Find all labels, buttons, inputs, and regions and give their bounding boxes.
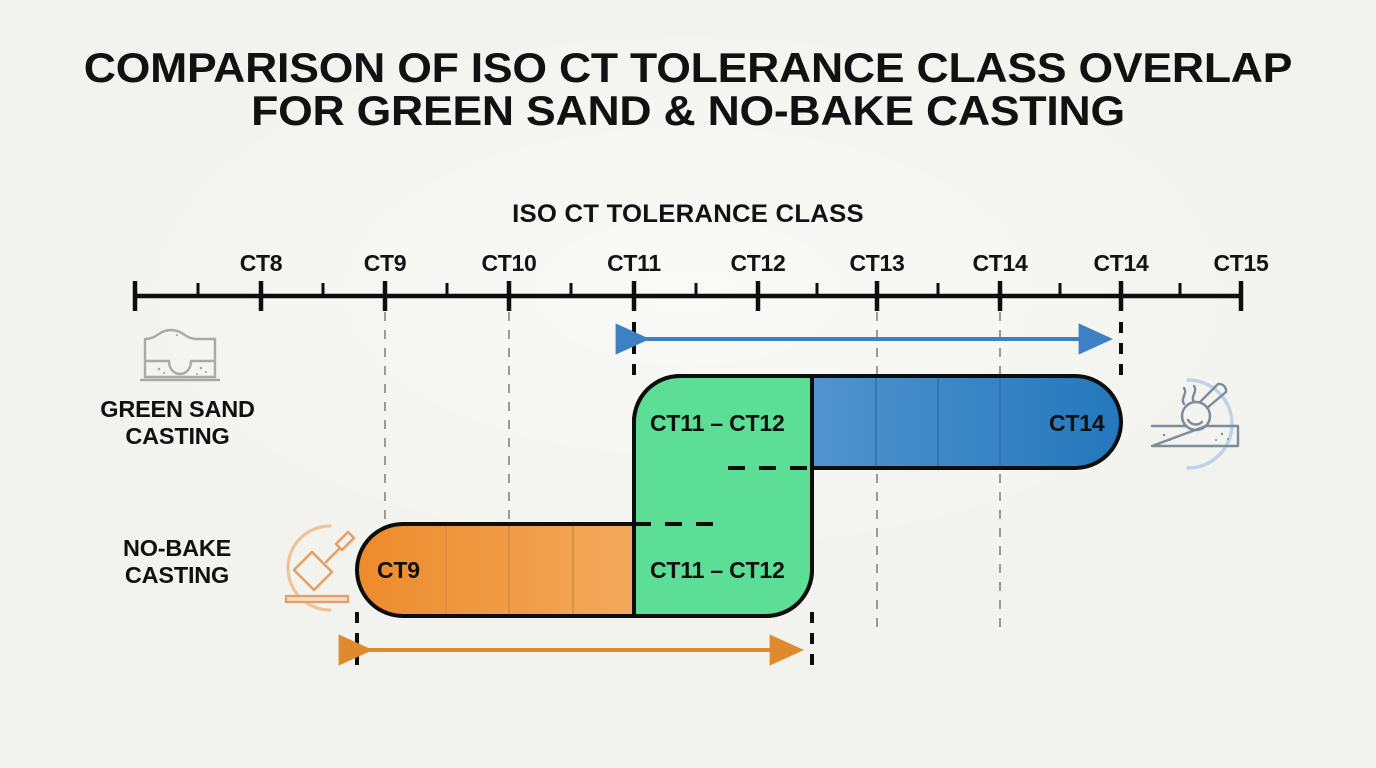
no-bake-start-label: CT9 xyxy=(377,557,420,583)
grid-guides xyxy=(384,312,1001,632)
row-label-green-sand: GREEN SAND CASTING xyxy=(47,396,307,450)
axis-tick-label-2: CT9 xyxy=(363,250,407,276)
pouring-ladle-icon xyxy=(1142,374,1250,474)
axis-tick-label-6: CT13 xyxy=(849,250,905,276)
axis-tick-label-5: CT12 xyxy=(730,250,786,276)
no-bake-overlap-label: CT11 – CT12 xyxy=(650,557,785,583)
sand-mold-icon xyxy=(137,325,223,385)
row-label-green-sand-line1: GREEN SAND xyxy=(100,396,255,422)
axis-line-group xyxy=(132,281,1244,311)
title-line-2: FOR GREEN SAND & NO-BAKE CASTING xyxy=(251,87,1125,135)
axis-tick-label-9: CT15 xyxy=(1213,250,1269,276)
axis-tick-label-7: CT14 xyxy=(972,250,1028,276)
axis-tick-label-1: CT8 xyxy=(239,250,283,276)
green-sand-overlap-label: CT11 – CT12 xyxy=(650,410,785,436)
green-sand-end-label: CT14 xyxy=(1049,410,1105,436)
row-label-green-sand-line2: CASTING xyxy=(125,423,230,450)
title-line-1: COMPARISON OF ISO CT TOLERANCE CLASS OVE… xyxy=(83,44,1293,91)
page-title: COMPARISON OF ISO CT TOLERANCE CLASS OVE… xyxy=(0,46,1376,133)
axis-minor-ticks xyxy=(196,283,1182,296)
trowel-icon xyxy=(268,518,358,618)
axis-heading: ISO CT TOLERANCE CLASS xyxy=(512,200,864,228)
overlap-block xyxy=(632,374,814,618)
axis-tick-label-3: CT10 xyxy=(481,250,537,276)
row-label-no-bake-line1: NO-BAKE xyxy=(122,535,232,561)
row-label-no-bake: NO-BAKE CASTING xyxy=(50,535,305,589)
row-label-no-bake-line2: CASTING xyxy=(124,562,230,589)
axis-tick-label-4: CT11 xyxy=(607,250,661,276)
axis-major-ticks xyxy=(132,281,1244,311)
axis-tick-label-8: CT14 xyxy=(1093,250,1149,276)
